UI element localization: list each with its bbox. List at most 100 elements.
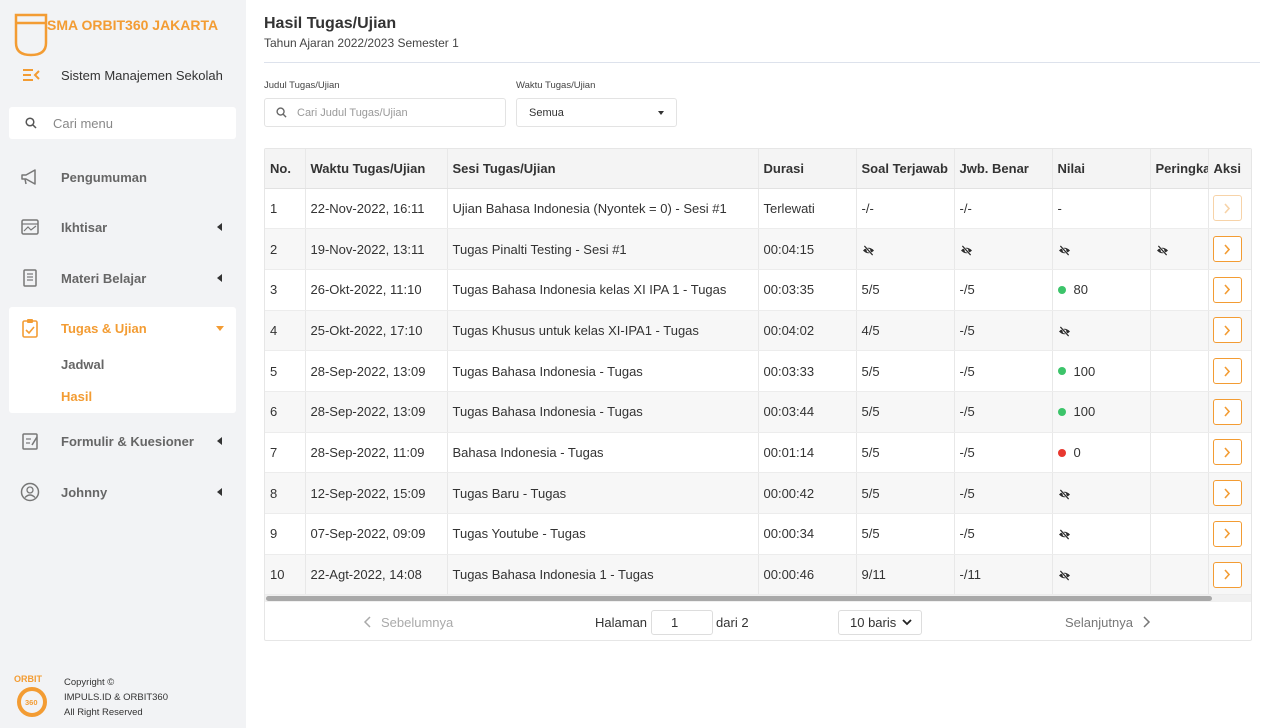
title-filter[interactable] xyxy=(264,98,506,127)
chevron-right-icon xyxy=(1224,488,1231,499)
page-info: Halaman dari 2 xyxy=(595,609,749,635)
view-detail-button[interactable] xyxy=(1212,480,1242,507)
cell-durasi: 00:04:02 xyxy=(758,310,857,352)
sidebar-item-label: Pengumuman xyxy=(61,169,147,185)
table-body: 1 22-Nov-2022, 16:11 Ujian Bahasa Indonesi… xyxy=(265,188,1251,596)
sidebar-item-pengumuman[interactable]: Pengumuman xyxy=(9,160,236,194)
scrollbar-thumb[interactable] xyxy=(266,596,1212,601)
cell-peringkat xyxy=(1150,188,1209,230)
cell-benar: -/5 xyxy=(954,269,1053,311)
cell-peringkat xyxy=(1150,432,1209,474)
rows-per-page-select[interactable]: 10 baris xyxy=(838,609,922,635)
cell-durasi: 00:04:15 xyxy=(758,228,857,270)
fail-status-dot xyxy=(1057,448,1066,457)
cell-soal: -/- xyxy=(856,188,955,230)
cell-no: 1 xyxy=(265,188,306,230)
horizontal-scrollbar[interactable] xyxy=(265,595,1251,602)
menu-collapse-icon[interactable] xyxy=(22,67,40,83)
caret-left-icon xyxy=(217,274,222,282)
view-detail-button[interactable] xyxy=(1212,236,1242,263)
view-detail-button[interactable] xyxy=(1212,520,1242,547)
submenu-hasil[interactable]: Hasil xyxy=(61,389,93,404)
title-search-input[interactable] xyxy=(297,106,487,119)
cell-nilai: 0 xyxy=(1052,432,1151,474)
cell-sesi: Tugas Khusus untuk kelas XI-IPA1 - Tugas xyxy=(447,310,759,352)
hidden-eye-icon xyxy=(1058,242,1071,257)
view-detail-button[interactable] xyxy=(1212,195,1242,222)
score-value: 100 xyxy=(1073,404,1096,420)
cell-durasi: Terlewati xyxy=(758,188,857,230)
cell-soal: 4/5 xyxy=(856,310,955,352)
cell-peringkat xyxy=(1150,269,1209,311)
view-detail-button[interactable] xyxy=(1212,561,1242,588)
system-name: Sistem Manajemen Sekolah xyxy=(61,67,223,83)
user-icon xyxy=(20,482,40,502)
score-value: 80 xyxy=(1073,282,1088,298)
cell-waktu: 07-Sep-2022, 09:09 xyxy=(305,513,448,555)
hidden-eye-icon xyxy=(1058,486,1071,501)
megaphone-icon xyxy=(20,167,40,187)
caret-left-icon xyxy=(217,488,222,496)
cell-aksi xyxy=(1207,310,1251,352)
cell-durasi: 00:00:34 xyxy=(758,513,857,555)
sidebar-item-label: Materi Belajar xyxy=(61,270,147,286)
cell-sesi: Tugas Baru - Tugas xyxy=(447,472,759,514)
view-detail-button[interactable] xyxy=(1212,276,1242,303)
sidebar: SMA ORBIT360 JAKARTA Sistem Manajemen Se… xyxy=(0,0,246,728)
cell-durasi: 00:03:44 xyxy=(758,391,857,433)
cell-durasi: 00:01:14 xyxy=(758,432,857,474)
view-detail-button[interactable] xyxy=(1212,358,1242,385)
cell-peringkat xyxy=(1150,554,1209,596)
cell-sesi: Tugas Bahasa Indonesia - Tugas xyxy=(447,350,759,392)
sidebar-toggle-row[interactable]: Sistem Manajemen Sekolah xyxy=(22,67,223,83)
menu-search-input[interactable] xyxy=(53,115,213,131)
cell-no: 6 xyxy=(265,391,306,433)
header-col-peringkat: Peringkat xyxy=(1150,149,1209,189)
cell-no: 9 xyxy=(265,513,306,555)
sidebar-item-materi-belajar[interactable]: Materi Belajar xyxy=(9,261,236,295)
cell-soal: 5/5 xyxy=(856,472,955,514)
cell-benar: -/11 xyxy=(954,554,1053,596)
sidebar-item-ikhtisar[interactable]: Ikhtisar xyxy=(9,210,236,244)
cell-nilai: 100 xyxy=(1052,350,1151,392)
sidebar-item-johnny[interactable]: Johnny xyxy=(9,475,236,509)
cell-waktu: 28-Sep-2022, 11:09 xyxy=(305,432,448,474)
time-filter-value: Semua xyxy=(529,106,564,119)
sidebar-item-formulir-kuesioner[interactable]: Formulir & Kuesioner xyxy=(9,424,236,458)
hidden-eye-icon xyxy=(862,242,875,257)
cell-waktu: 12-Sep-2022, 15:09 xyxy=(305,472,448,514)
table-row: 7 28-Sep-2022, 11:09 Bahasa Indonesia - Tu… xyxy=(265,432,1251,474)
menu-search[interactable] xyxy=(9,107,236,139)
submenu-jadwal[interactable]: Jadwal xyxy=(61,357,105,372)
next-page-button[interactable]: Selanjutnya xyxy=(1065,615,1151,630)
header-col-aksi: Aksi xyxy=(1207,149,1251,189)
cell-aksi xyxy=(1207,472,1251,514)
time-filter-select[interactable]: Semua xyxy=(516,98,677,127)
page-number-input[interactable] xyxy=(651,609,714,635)
view-detail-button[interactable] xyxy=(1212,398,1242,425)
prev-page-button[interactable]: Sebelumnya xyxy=(363,615,453,630)
cell-no: 7 xyxy=(265,432,306,474)
pass-status-dot xyxy=(1057,367,1066,376)
cell-waktu: 22-Agt-2022, 14:08 xyxy=(305,554,448,596)
cell-sesi: Bahasa Indonesia - Tugas xyxy=(447,432,759,474)
cell-aksi xyxy=(1207,432,1251,474)
cell-waktu: 26-Okt-2022, 11:10 xyxy=(305,269,448,311)
sidebar-item-tugas-ujian[interactable]: Tugas & Ujian xyxy=(9,311,236,345)
cell-sesi: Tugas Youtube - Tugas xyxy=(447,513,759,555)
page-title: Hasil Tugas/Ujian xyxy=(264,15,397,32)
cell-durasi: 00:03:33 xyxy=(758,350,857,392)
hidden-eye-icon xyxy=(1058,323,1071,338)
cell-sesi: Ujian Bahasa Indonesia (Nyontek = 0) - S… xyxy=(447,188,759,230)
table-row: 5 28-Sep-2022, 13:09 Tugas Bahasa Indonesi… xyxy=(265,350,1251,392)
sidebar-footer: ORBIT 360 Copyright © IMPULS.ID & ORBIT3… xyxy=(14,674,168,720)
page-total: dari 2 xyxy=(716,614,749,630)
cell-soal xyxy=(856,228,955,270)
main-content: Hasil Tugas/Ujian Tahun Ajaran 2022/2023… xyxy=(264,0,1262,728)
view-detail-button[interactable] xyxy=(1212,439,1242,466)
hidden-eye-icon xyxy=(1058,567,1071,582)
view-detail-button[interactable] xyxy=(1212,317,1242,344)
form-icon xyxy=(20,431,40,451)
cell-soal: 5/5 xyxy=(856,513,955,555)
time-filter-label: Waktu Tugas/Ujian xyxy=(516,80,596,91)
